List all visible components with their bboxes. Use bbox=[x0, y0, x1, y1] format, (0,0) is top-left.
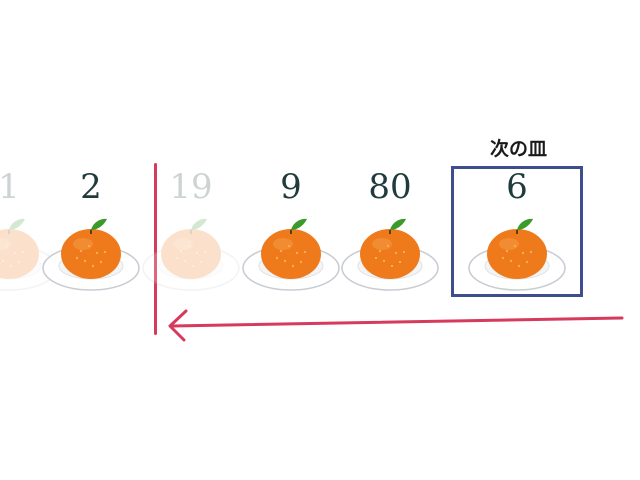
orange-on-plate-icon bbox=[341, 218, 439, 291]
orange-on-plate-icon bbox=[242, 218, 340, 291]
next-plate-label: 次の皿 bbox=[489, 138, 547, 160]
plate-item[interactable]: 2 bbox=[41, 168, 141, 293]
orange-on-plate-icon bbox=[42, 218, 140, 291]
plate-item[interactable]: 9 bbox=[241, 168, 341, 293]
next-plate-item[interactable]: 6 bbox=[467, 168, 567, 293]
orange-on-plate-icon bbox=[468, 218, 566, 291]
plate-number: 1 bbox=[0, 167, 20, 207]
plate-number: 19 bbox=[169, 167, 213, 207]
divider-line bbox=[154, 163, 157, 335]
plate-number: 80 bbox=[368, 167, 412, 207]
plate-number: 2 bbox=[80, 167, 102, 207]
orange-on-plate-icon bbox=[142, 218, 240, 291]
next-plate-highlight bbox=[451, 166, 583, 297]
plate-item: 19 bbox=[141, 168, 241, 293]
left-arrow-icon bbox=[168, 309, 624, 342]
plate-number: 9 bbox=[280, 167, 302, 207]
plate-number: 6 bbox=[506, 167, 528, 207]
plate-item[interactable]: 80 bbox=[340, 168, 440, 293]
